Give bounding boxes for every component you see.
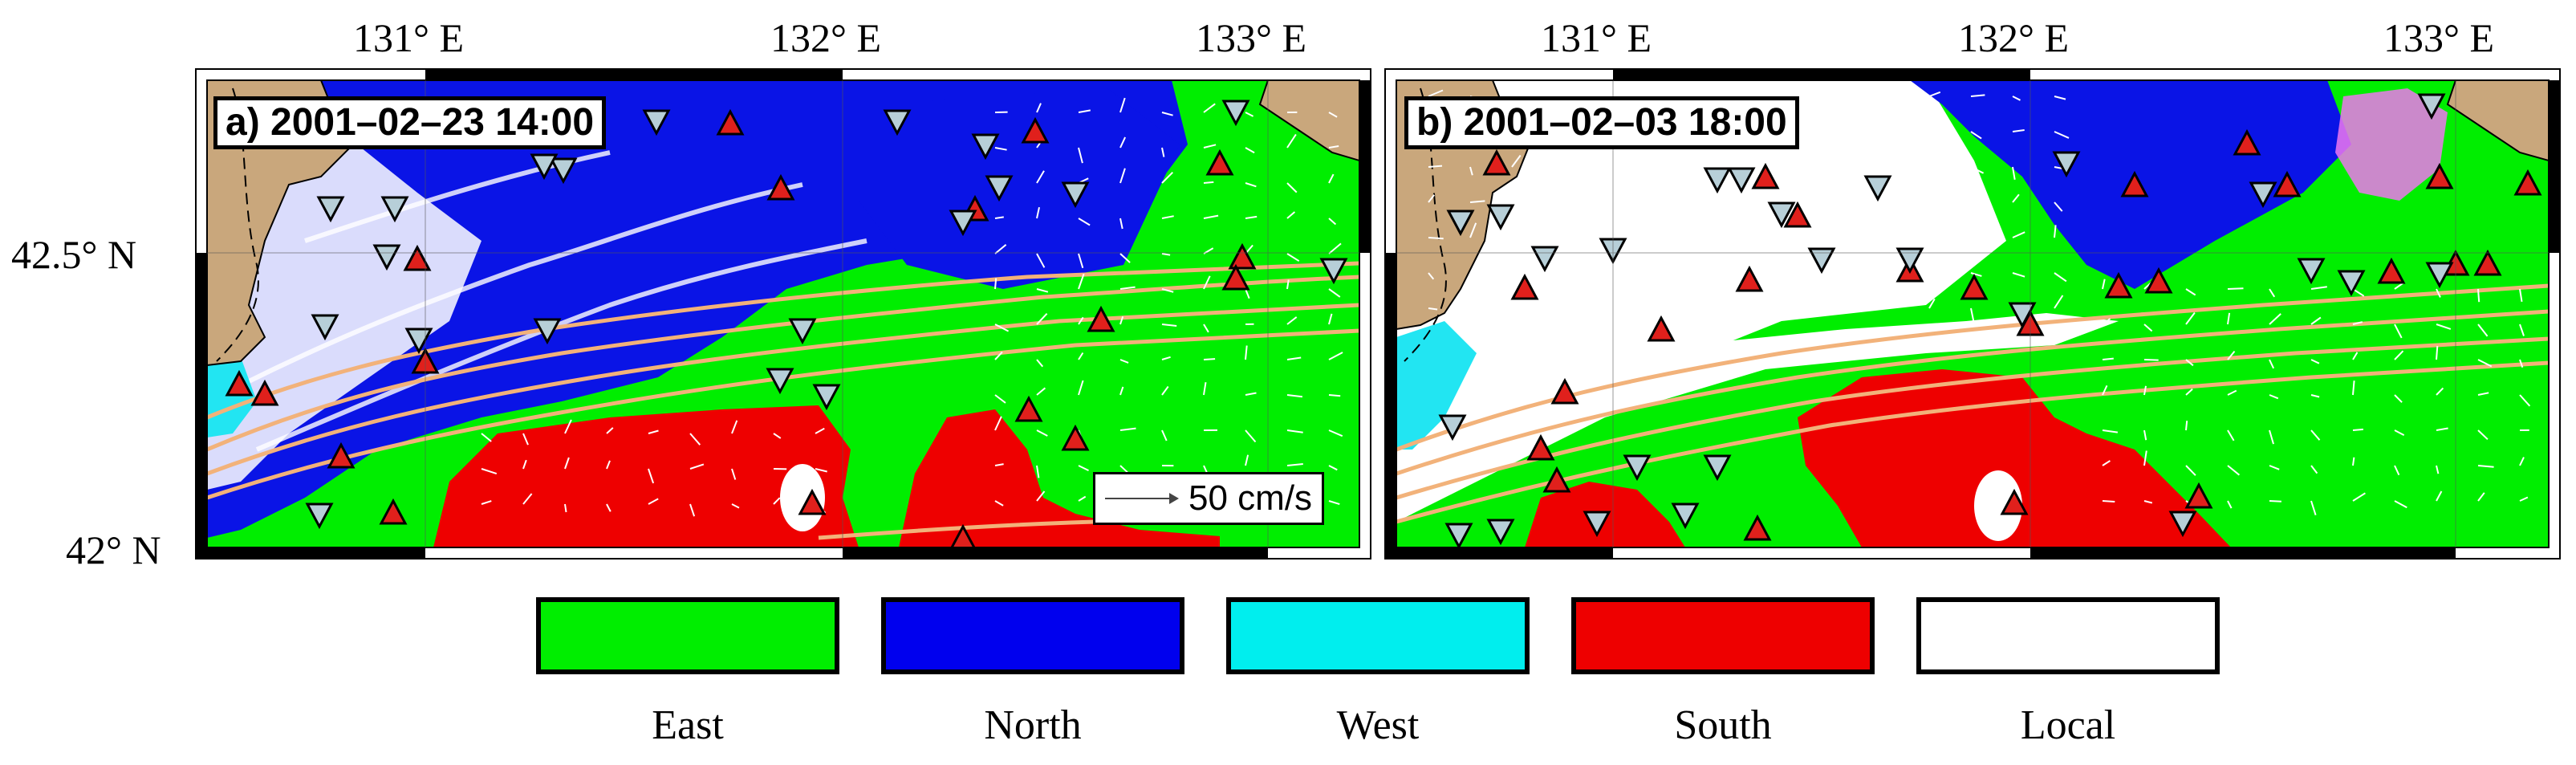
legend-label-south: South [1674,705,1771,747]
lon-label-b-131: 131° E [1541,18,1652,58]
velocity-vector [2478,289,2479,302]
legend-swatch-north [881,597,1184,674]
velocity-scale-label: 50 cm/s [1188,481,1312,516]
panel-a-local-eddy [780,464,825,531]
velocity-vector [2103,359,2114,360]
lon-label-b-133: 133° E [2383,18,2494,58]
velocity-vector [2269,501,2281,502]
legend-swatch-west [1226,597,1530,674]
legend-swatch-local [1916,597,2220,674]
legend-label-north: North [984,705,1081,747]
legend-label-east: East [652,705,724,747]
velocity-vector [1804,299,1805,308]
velocity-vector [1329,395,1340,396]
lon-label-a-133: 133° E [1196,18,1306,58]
velocity-vector [995,279,996,290]
velocity-vector [2228,288,2244,289]
velocity-vector [1204,359,1215,360]
lon-label-a-132: 132° E [770,18,881,58]
velocity-vector [2186,421,2187,430]
panel-b-title: b) 2001–02–03 18:00 [1404,96,1799,149]
velocity-vector [2353,429,2363,430]
lat-label-42: 42° N [66,530,161,570]
panel-b-map [1396,80,2549,547]
velocity-vector [1204,182,1213,183]
lon-label-b-132: 132° E [1958,18,2069,58]
scale-arrow-icon [1105,498,1177,499]
legend-swatch-south [1571,597,1875,674]
legend-swatch-east [536,597,839,674]
velocity-vector [1428,166,1442,167]
velocity-vector [1762,273,1773,274]
legend-label-local: Local [2021,705,2115,747]
velocity-vector [2436,346,2437,360]
velocity-vector [2103,501,2115,502]
legend-label-west: West [1337,705,1420,747]
lat-label-42-5: 42.5° N [11,234,136,275]
lon-label-a-131: 131° E [353,18,464,58]
velocity-vector [2353,458,2354,466]
velocity-scale-box: 50 cm/s [1093,472,1324,525]
panel-a-title: a) 2001–02–23 14:00 [213,96,606,149]
